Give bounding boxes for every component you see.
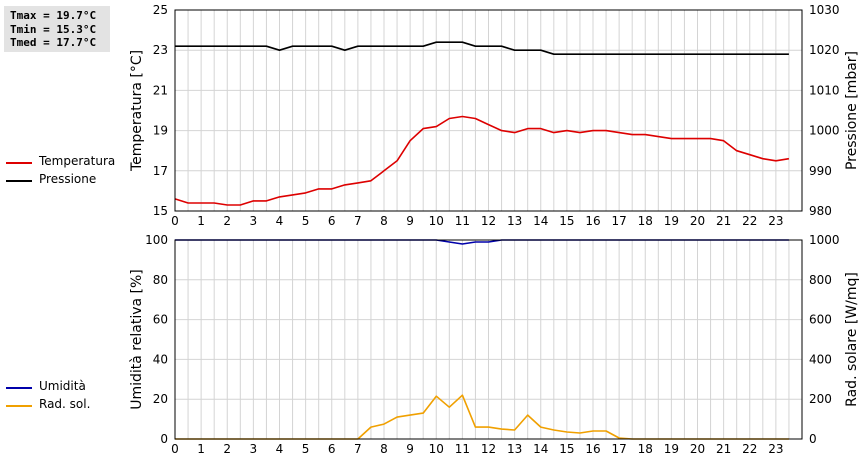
x-tick-label: 13: [507, 214, 522, 228]
y-tick-label-left: 25: [153, 3, 168, 17]
legend-swatch-rad-sol: [6, 405, 32, 407]
legend-swatch-umidita: [6, 387, 32, 389]
x-tick-label: 17: [611, 442, 626, 456]
x-tick-label: 16: [585, 442, 600, 456]
x-tick-label: 22: [742, 214, 757, 228]
chart-top: 0 1 2 3 4 5 6 7 8 9 10 11 12 13 14 15 16 17 18 19 20 21 22 2315…: [129, 3, 860, 228]
x-tick-label: 1: [197, 214, 205, 228]
x-tick-label: 20: [690, 442, 705, 456]
legend-label-umidita: Umidità: [39, 379, 86, 393]
y-tick-label-left: 40: [153, 352, 168, 366]
chart-bottom: 0 1 2 3 4 5 6 7 8 9 10 11 12 13 14 15 16 17 18 19 20 21 22 2302…: [129, 233, 860, 456]
x-tick-label: 11: [455, 442, 470, 456]
legend-label-temperatura: Temperatura: [39, 154, 116, 168]
x-tick-label: 8: [380, 214, 388, 228]
x-tick-label: 19: [664, 442, 679, 456]
plot-frame-bottom: [174, 239, 803, 440]
y-tick-label-right: 600: [809, 313, 832, 327]
y-tick-label-right: 200: [809, 392, 832, 406]
x-tick-label: 10: [429, 442, 444, 456]
x-tick-label: 22: [742, 442, 757, 456]
x-tick-label: 11: [455, 214, 470, 228]
x-tick-label: 18: [638, 214, 653, 228]
y-tick-label-left: 60: [153, 313, 168, 327]
y-tick-label-right: 1000: [809, 124, 840, 138]
tmin-text: Tmin = 15.3°C: [10, 22, 97, 36]
y-tick-label-left: 23: [153, 43, 168, 57]
y-tick-label-right: 990: [809, 164, 832, 178]
x-tick-label: 12: [481, 442, 496, 456]
x-tick-label: 13: [507, 442, 522, 456]
x-tick-label: 8: [380, 442, 388, 456]
y-tick-label-left: 100: [145, 233, 168, 247]
x-tick-label: 7: [354, 442, 362, 456]
y-tick-label-right: 1000: [809, 233, 840, 247]
x-tick-label: 5: [302, 214, 310, 228]
y-tick-label-right: 1030: [809, 3, 840, 17]
y-tick-label-left: 17: [153, 164, 168, 178]
x-tick-label: 17: [611, 214, 626, 228]
y-tick-label-right: 800: [809, 273, 832, 287]
x-tick-label: 14: [533, 214, 548, 228]
y-tick-label-left: 15: [153, 204, 168, 218]
x-tick-label: 1: [197, 442, 205, 456]
x-tick-label: 0: [171, 442, 179, 456]
x-tick-label: 0: [171, 214, 179, 228]
y-tick-label-left: 21: [153, 83, 168, 97]
x-tick-label: 14: [533, 442, 548, 456]
x-tick-label: 2: [223, 442, 231, 456]
plot-frame-top: [174, 9, 803, 212]
x-tick-label: 15: [559, 442, 574, 456]
y-tick-label-right: 980: [809, 204, 832, 218]
y-axis-title-right: Pressione [mbar]: [844, 51, 860, 170]
legend-label-rad-sol: Rad. sol.: [39, 397, 91, 411]
x-tick-label: 2: [223, 214, 231, 228]
y-tick-label-right: 400: [809, 352, 832, 366]
y-axis-title-right: Rad. solare [W/mq]: [844, 272, 860, 407]
x-tick-label: 18: [638, 442, 653, 456]
y-tick-label-right: 0: [809, 432, 817, 446]
x-tick-label: 16: [585, 214, 600, 228]
tmax-text: Tmax = 19.7°C: [10, 9, 97, 22]
y-tick-label-right: 1010: [809, 83, 840, 97]
x-tick-label: 7: [354, 214, 362, 228]
y-tick-label-left: 20: [153, 392, 168, 406]
x-tick-label: 21: [716, 442, 731, 456]
x-tick-label: 15: [559, 214, 574, 228]
y-axis-title-left: Umidità relativa [%]: [129, 269, 145, 410]
x-tick-label: 23: [768, 442, 783, 456]
x-tick-label: 3: [250, 442, 258, 456]
x-tick-label: 9: [406, 214, 414, 228]
series-line-temperatura: [174, 115, 790, 206]
x-tick-label: 4: [276, 214, 284, 228]
x-tick-label: 4: [276, 442, 284, 456]
series-line-pressione: [175, 41, 789, 56]
tmed-text: Tmed = 17.7°C: [10, 36, 97, 49]
x-tick-label: 5: [302, 442, 310, 456]
x-tick-label: 3: [250, 214, 258, 228]
x-tick-label: 10: [429, 214, 444, 228]
x-tick-label: 12: [481, 214, 496, 228]
y-axis-title-left: Temperatura [°C]: [129, 50, 145, 172]
y-tick-label-left: 80: [153, 273, 168, 287]
x-tick-label: 6: [328, 214, 336, 228]
y-tick-label-right: 1020: [809, 43, 840, 57]
stats-box: Tmax = 19.7°C Tmin = 15.3°C Tmed = 17.7°…: [4, 6, 110, 52]
legend-label-pressione: Pressione: [39, 172, 97, 186]
y-tick-label-left: 0: [160, 432, 168, 446]
x-tick-label: 23: [768, 214, 783, 228]
x-tick-label: 9: [406, 442, 414, 456]
x-tick-label: 6: [328, 442, 336, 456]
legend-swatch-temperatura: [6, 162, 32, 164]
x-tick-label: 21: [716, 214, 731, 228]
x-tick-label: 19: [664, 214, 679, 228]
legend-swatch-pressione: [6, 180, 32, 182]
x-tick-label: 20: [690, 214, 705, 228]
y-tick-label-left: 19: [153, 124, 168, 138]
